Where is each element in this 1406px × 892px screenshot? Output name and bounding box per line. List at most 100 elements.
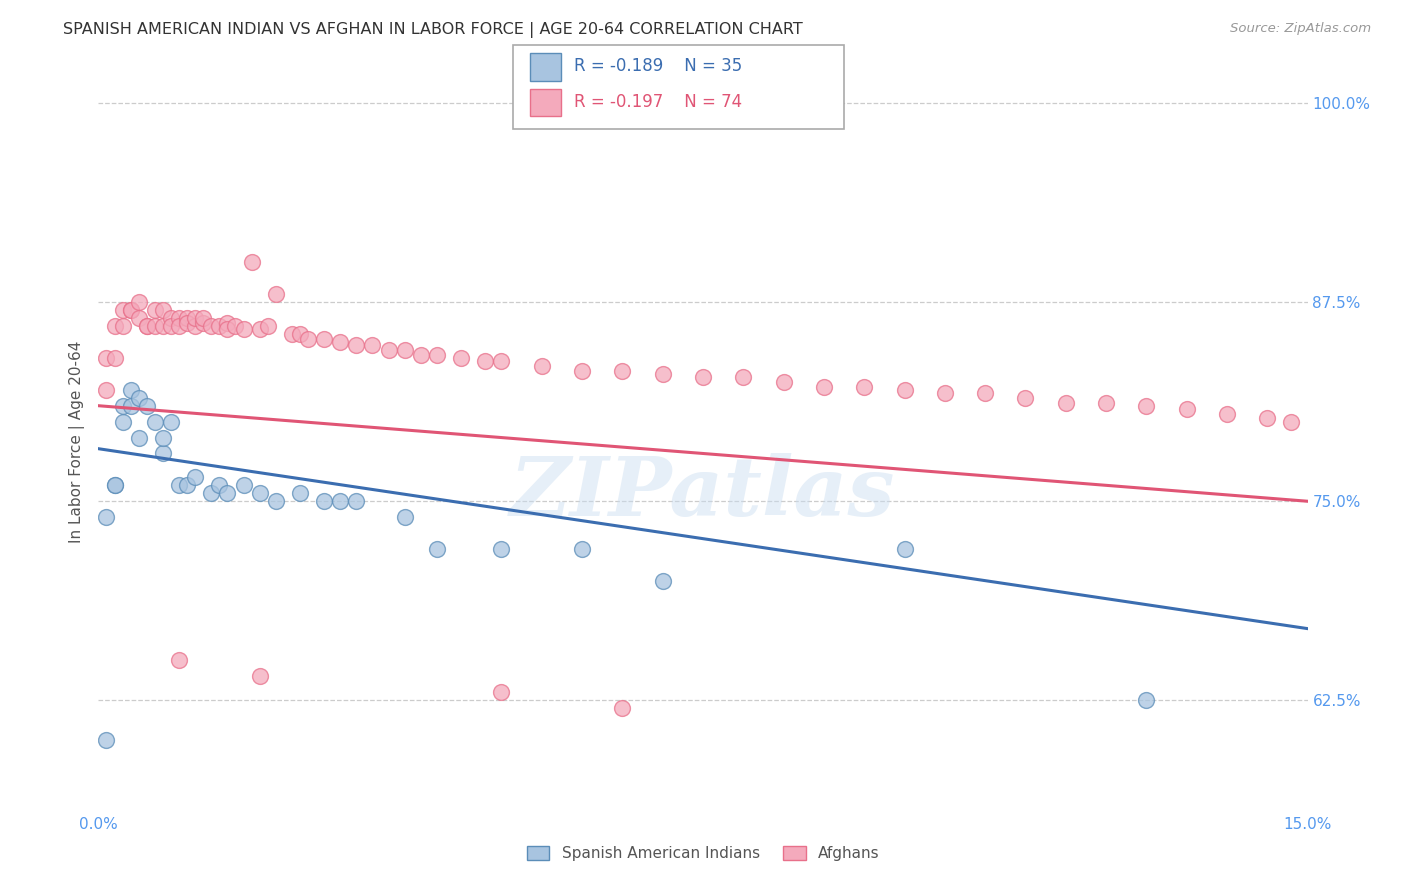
Point: [450, 351, 472, 365]
Point: [409, 348, 432, 362]
Point: [1095, 395, 1118, 409]
Point: [176, 311, 198, 326]
Point: [893, 383, 915, 397]
Point: [184, 470, 207, 484]
Point: [426, 348, 449, 362]
Point: [232, 322, 254, 336]
Text: R = -0.189    N = 35: R = -0.189 N = 35: [574, 57, 742, 76]
Point: [135, 399, 157, 413]
Point: [344, 494, 367, 508]
Point: [1281, 415, 1303, 429]
Y-axis label: In Labor Force | Age 20-64: In Labor Force | Age 20-64: [69, 341, 84, 542]
Point: [974, 386, 997, 401]
Point: [143, 303, 166, 318]
Point: [111, 399, 134, 413]
Point: [167, 311, 190, 326]
Point: [217, 322, 239, 336]
Point: [128, 391, 150, 405]
Point: [344, 338, 367, 352]
Point: [571, 364, 593, 378]
Point: [193, 311, 215, 326]
Point: [200, 319, 222, 334]
Text: Source: ZipAtlas.com: Source: ZipAtlas.com: [1230, 22, 1371, 36]
Point: [103, 478, 125, 492]
Point: [217, 486, 239, 500]
Point: [143, 415, 166, 429]
Point: [1014, 391, 1036, 405]
Text: R = -0.197    N = 74: R = -0.197 N = 74: [574, 93, 742, 111]
Point: [692, 370, 714, 384]
Point: [120, 303, 142, 318]
Point: [491, 685, 513, 699]
Point: [297, 332, 319, 346]
Point: [160, 311, 183, 326]
Point: [249, 322, 271, 336]
Point: [103, 478, 125, 492]
Point: [167, 478, 190, 492]
Point: [120, 303, 142, 318]
Point: [224, 319, 246, 334]
Point: [491, 354, 513, 368]
Point: [96, 351, 118, 365]
Point: [208, 478, 231, 492]
Point: [394, 510, 416, 524]
Point: [651, 367, 673, 381]
Point: [530, 359, 553, 373]
Point: [176, 478, 198, 492]
Point: [1216, 407, 1239, 421]
Point: [288, 327, 311, 342]
Point: [288, 486, 311, 500]
Point: [893, 541, 915, 556]
Point: [733, 370, 755, 384]
Point: [152, 319, 174, 334]
Point: [152, 446, 174, 460]
Point: [208, 319, 231, 334]
Point: [491, 541, 513, 556]
Point: [474, 354, 496, 368]
Point: [612, 701, 634, 715]
Point: [120, 399, 142, 413]
Point: [377, 343, 399, 357]
Point: [361, 338, 384, 352]
Point: [217, 316, 239, 330]
Point: [314, 494, 336, 508]
Point: [651, 574, 673, 588]
Point: [111, 415, 134, 429]
Point: [1175, 401, 1198, 416]
Point: [96, 733, 118, 747]
Point: [152, 303, 174, 318]
Point: [111, 303, 134, 318]
Point: [264, 494, 287, 508]
Point: [96, 510, 118, 524]
Point: [1135, 399, 1157, 413]
Point: [853, 379, 876, 393]
Point: [193, 316, 215, 330]
Point: [135, 319, 157, 334]
Point: [249, 486, 271, 500]
Point: [167, 319, 190, 334]
Point: [152, 431, 174, 445]
Point: [135, 319, 157, 334]
Point: [426, 541, 449, 556]
Point: [184, 311, 207, 326]
Point: [143, 319, 166, 334]
Point: [111, 319, 134, 334]
Point: [314, 332, 336, 346]
Point: [160, 319, 183, 334]
Point: [1256, 411, 1278, 425]
Point: [1135, 693, 1157, 707]
Point: [103, 351, 125, 365]
Point: [329, 334, 352, 349]
Point: [103, 319, 125, 334]
Point: [612, 364, 634, 378]
Point: [281, 327, 304, 342]
Legend: Spanish American Indians, Afghans: Spanish American Indians, Afghans: [520, 839, 886, 867]
Point: [232, 478, 254, 492]
Point: [128, 295, 150, 310]
Point: [394, 343, 416, 357]
Point: [176, 316, 198, 330]
Text: ZIPatlas: ZIPatlas: [510, 453, 896, 533]
Point: [128, 311, 150, 326]
Point: [240, 255, 263, 269]
Point: [200, 486, 222, 500]
